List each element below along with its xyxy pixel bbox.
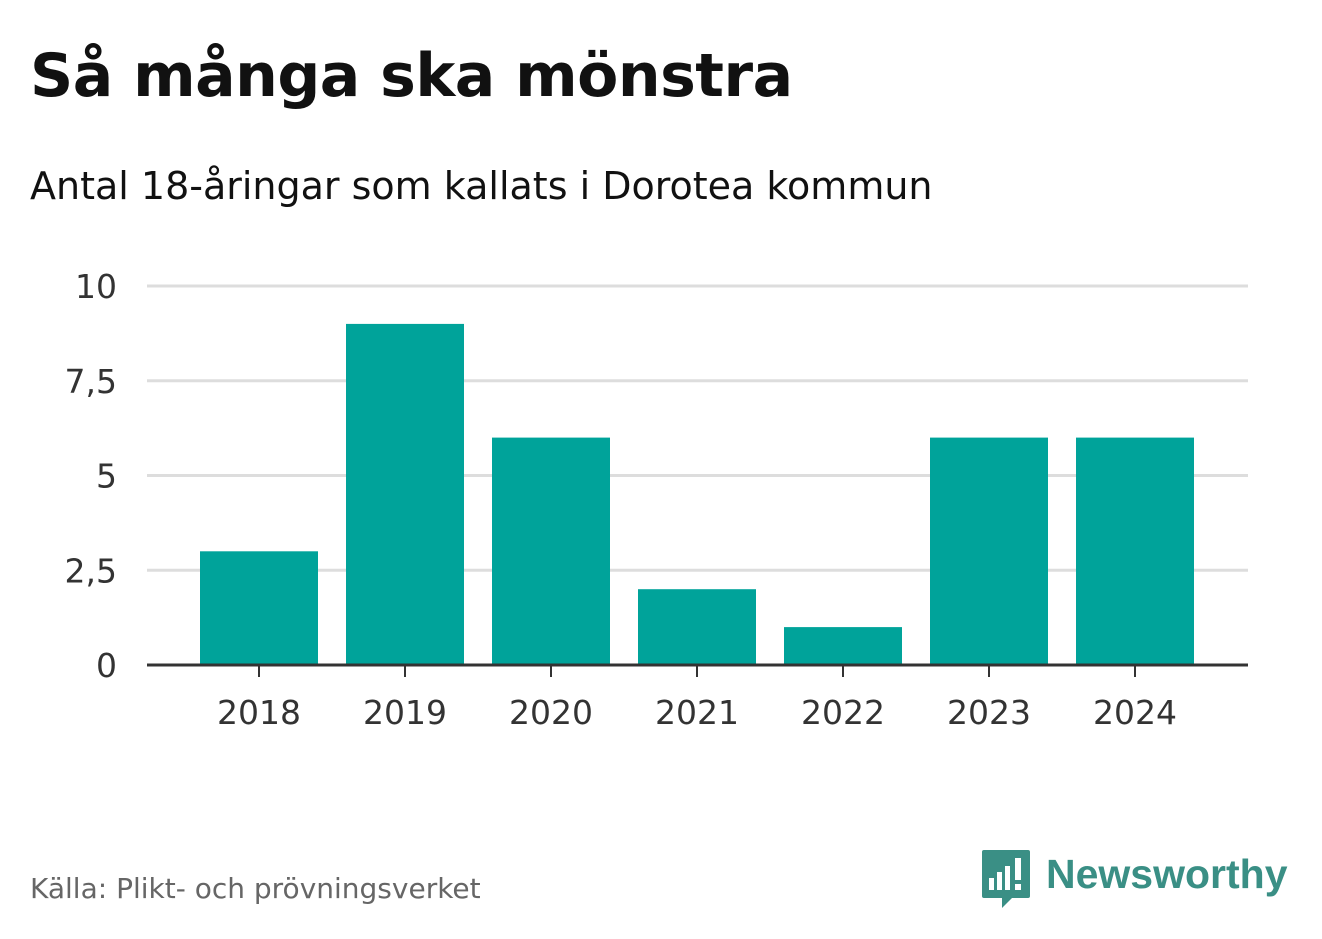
y-tick-label: 7,5	[65, 362, 117, 401]
bar-2024	[1076, 437, 1194, 665]
bars	[200, 323, 1194, 665]
y-axis-ticks: 0 2,5 5 7,5 10	[65, 267, 117, 685]
bar-2018	[200, 551, 318, 665]
y-tick-label: 10	[75, 267, 117, 306]
chart-subtitle: Antal 18-åringar som kallats i Dorotea k…	[30, 164, 933, 208]
x-tick-label: 2022	[801, 693, 885, 732]
x-tick-label: 2018	[217, 693, 301, 732]
x-tick-label: 2020	[509, 693, 593, 732]
source-note: Källa: Plikt- och prövningsverket	[30, 872, 481, 905]
y-tick-label: 0	[96, 646, 117, 685]
y-tick-label: 2,5	[65, 551, 117, 590]
newsworthy-logo-icon	[982, 850, 1030, 908]
x-axis-ticks: 2018 2019 2020 2021 2022 2023 2024	[217, 665, 1177, 732]
bar-2023	[930, 437, 1048, 665]
y-tick-label: 5	[96, 457, 117, 496]
chart-title: Så många ska mönstra	[30, 41, 793, 111]
bar-2022	[784, 627, 902, 665]
x-tick-label: 2019	[363, 693, 447, 732]
bar-2019	[346, 323, 464, 665]
brand-logo: Newsworthy	[980, 848, 1288, 912]
x-tick-label: 2023	[947, 693, 1031, 732]
bar-2020	[492, 437, 610, 665]
brand-name: Newsworthy	[1046, 851, 1288, 897]
x-tick-label: 2024	[1093, 693, 1177, 732]
bar-2021	[638, 589, 756, 665]
gridlines	[147, 284, 1248, 572]
x-tick-label: 2021	[655, 693, 739, 732]
